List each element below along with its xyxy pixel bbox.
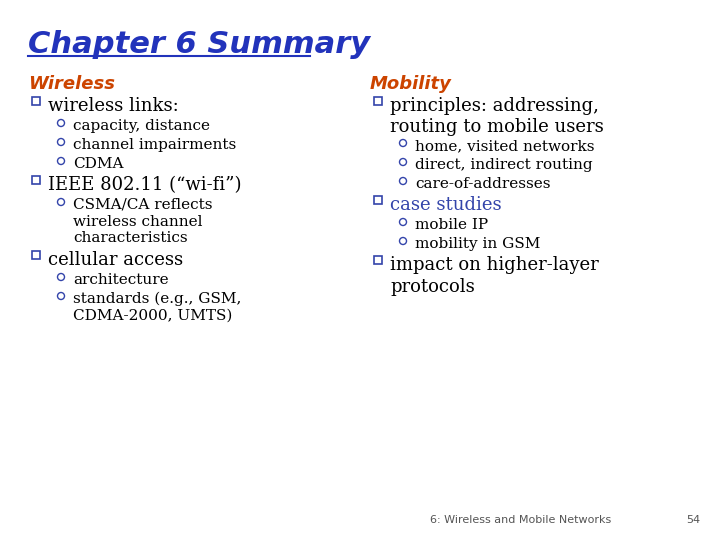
Text: 54: 54 xyxy=(686,515,700,525)
Text: direct, indirect routing: direct, indirect routing xyxy=(415,158,593,172)
FancyBboxPatch shape xyxy=(374,196,382,204)
Text: CDMA: CDMA xyxy=(73,157,124,171)
Text: 6: Wireless and Mobile Networks: 6: Wireless and Mobile Networks xyxy=(430,515,611,525)
Text: home, visited networks: home, visited networks xyxy=(415,139,595,153)
Text: channel impairments: channel impairments xyxy=(73,138,236,152)
Text: CSMA/CA reflects
wireless channel
characteristics: CSMA/CA reflects wireless channel charac… xyxy=(73,198,212,246)
Text: wireless links:: wireless links: xyxy=(48,97,179,115)
FancyBboxPatch shape xyxy=(374,256,382,264)
Text: case studies: case studies xyxy=(390,196,502,214)
Text: Chapter 6 Summary: Chapter 6 Summary xyxy=(28,30,370,59)
Text: standards (e.g., GSM,
CDMA-2000, UMTS): standards (e.g., GSM, CDMA-2000, UMTS) xyxy=(73,292,241,323)
FancyBboxPatch shape xyxy=(32,251,40,259)
Text: impact on higher-layer
protocols: impact on higher-layer protocols xyxy=(390,256,599,295)
FancyBboxPatch shape xyxy=(32,97,40,105)
Text: IEEE 802.11 (“wi-fi”): IEEE 802.11 (“wi-fi”) xyxy=(48,176,241,194)
Text: principles: addressing,
routing to mobile users: principles: addressing, routing to mobil… xyxy=(390,97,604,137)
Text: care-of-addresses: care-of-addresses xyxy=(415,177,551,191)
Text: cellular access: cellular access xyxy=(48,251,183,269)
FancyBboxPatch shape xyxy=(374,97,382,105)
Text: Wireless: Wireless xyxy=(28,75,115,93)
Text: architecture: architecture xyxy=(73,273,168,287)
Text: mobile IP: mobile IP xyxy=(415,218,488,232)
Text: mobility in GSM: mobility in GSM xyxy=(415,237,541,251)
FancyBboxPatch shape xyxy=(32,176,40,184)
Text: capacity, distance: capacity, distance xyxy=(73,119,210,133)
Text: Mobility: Mobility xyxy=(370,75,452,93)
